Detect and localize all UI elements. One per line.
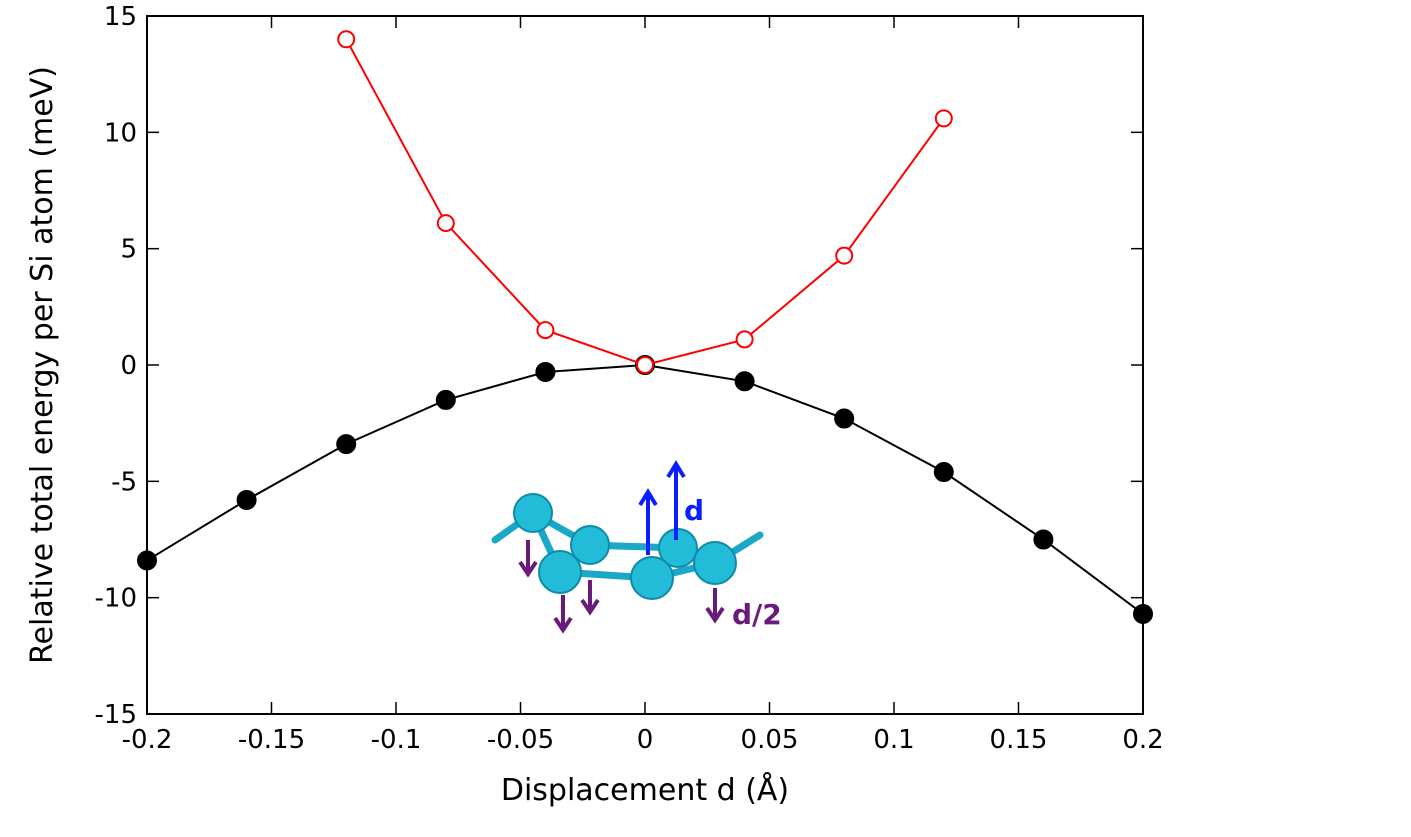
data-point: [535, 361, 556, 382]
x-tick-label: -0.05: [487, 725, 554, 755]
y-axis-label: Relative total energy per Si atom (meV): [25, 66, 60, 664]
y-tick-label: 15: [104, 2, 137, 32]
data-point: [1133, 603, 1153, 624]
y-tick-label: -10: [95, 584, 137, 614]
data-point: [436, 214, 455, 233]
data-point: [734, 371, 755, 392]
y-tick-label: 5: [120, 235, 137, 265]
annotation: d: [684, 494, 704, 527]
data-point: [934, 109, 953, 128]
x-tick-label: 0.15: [990, 725, 1048, 755]
data-point: [336, 434, 357, 455]
series-line: [345, 38, 945, 367]
x-tick-label: 0.1: [873, 725, 914, 755]
y-tick-label: -5: [111, 467, 137, 497]
y-tick-label: 10: [104, 118, 137, 148]
molecule-inset: [491, 460, 764, 634]
x-tick-label: 0.05: [741, 725, 799, 755]
y-tick-label: 0: [120, 351, 137, 381]
data-point: [435, 389, 456, 410]
data-point: [137, 550, 157, 571]
data-point: [636, 356, 654, 374]
data-point: [337, 30, 356, 49]
x-tick-label: 0: [637, 725, 654, 755]
data-point: [1033, 529, 1054, 550]
x-tick-label: -0.2: [122, 725, 173, 755]
annotation: d/2: [732, 598, 782, 631]
data-point: [735, 330, 754, 349]
data-point: [933, 462, 954, 483]
x-tick-label: -0.1: [371, 725, 422, 755]
data-point: [835, 246, 854, 265]
data-point: [536, 321, 555, 340]
x-axis-label: Displacement d (Å): [501, 772, 789, 808]
data-point: [236, 489, 257, 510]
x-tick-label: -0.15: [238, 725, 305, 755]
x-tick-label: 0.2: [1122, 725, 1163, 755]
data-point: [834, 408, 855, 429]
y-tick-label: -15: [95, 700, 137, 730]
